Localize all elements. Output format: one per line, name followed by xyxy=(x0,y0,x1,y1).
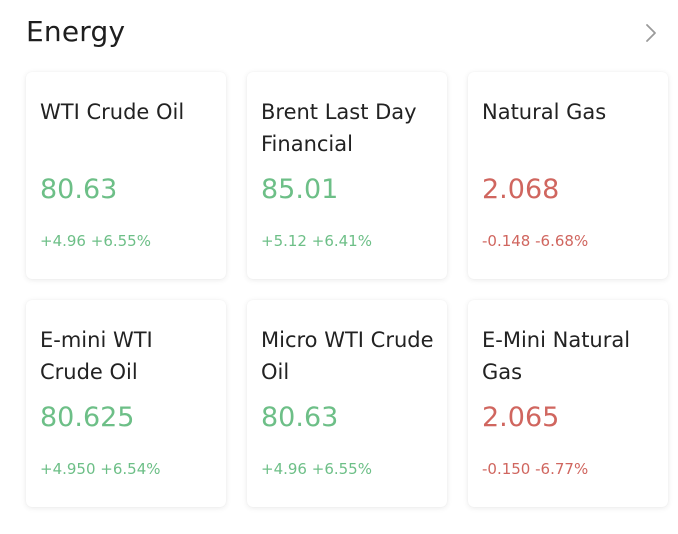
instrument-change: +4.950 +6.54% xyxy=(40,458,161,480)
instrument-change: +4.96 +6.55% xyxy=(261,458,372,480)
instrument-price: 80.63 xyxy=(40,174,118,205)
instrument-card-brent-last-day-financial[interactable]: Brent Last Day Financial 85.01 +5.12 +6.… xyxy=(247,72,447,279)
instrument-card-micro-wti-crude-oil[interactable]: Micro WTI Crude Oil 80.63 +4.96 +6.55% xyxy=(247,300,447,507)
section-header: Energy xyxy=(26,12,666,52)
see-more-button[interactable] xyxy=(640,20,662,46)
change-value: +4.950 xyxy=(40,460,96,478)
instrument-price: 85.01 xyxy=(261,174,339,205)
change-value: +4.96 xyxy=(40,232,86,250)
instrument-change: +5.12 +6.41% xyxy=(261,230,372,252)
change-percent: +6.55% xyxy=(311,460,372,478)
instrument-name: Brent Last Day Financial xyxy=(261,100,417,156)
instrument-name: Micro WTI Crude Oil xyxy=(261,328,434,384)
instrument-name: Natural Gas xyxy=(482,100,607,124)
instrument-price: 80.63 xyxy=(261,402,339,433)
section-title: Energy xyxy=(26,15,126,48)
instrument-card-e-mini-natural-gas[interactable]: E-Mini Natural Gas 2.065 -0.150 -6.77% xyxy=(468,300,668,507)
instrument-card-wti-crude-oil[interactable]: WTI Crude Oil 80.63 +4.96 +6.55% xyxy=(26,72,226,279)
change-percent: +6.55% xyxy=(90,232,151,250)
change-percent: -6.68% xyxy=(535,232,589,250)
instrument-name: E-Mini Natural Gas xyxy=(482,328,631,384)
change-percent: +6.54% xyxy=(100,460,161,478)
instrument-price: 2.065 xyxy=(482,402,560,433)
change-percent: +6.41% xyxy=(311,232,372,250)
instrument-name: E-mini WTI Crude Oil xyxy=(40,328,153,384)
instrument-price: 80.625 xyxy=(40,402,135,433)
change-value: -0.150 xyxy=(482,460,531,478)
instrument-grid: WTI Crude Oil 80.63 +4.96 +6.55% Brent L… xyxy=(26,72,668,507)
instrument-change: -0.148 -6.68% xyxy=(482,230,588,252)
instrument-name: WTI Crude Oil xyxy=(40,100,185,124)
instrument-card-e-mini-wti-crude-oil[interactable]: E-mini WTI Crude Oil 80.625 +4.950 +6.54… xyxy=(26,300,226,507)
chevron-right-icon xyxy=(646,24,656,42)
change-value: +4.96 xyxy=(261,460,307,478)
change-percent: -6.77% xyxy=(535,460,589,478)
change-value: +5.12 xyxy=(261,232,307,250)
instrument-change: +4.96 +6.55% xyxy=(40,230,151,252)
instrument-change: -0.150 -6.77% xyxy=(482,458,588,480)
instrument-card-natural-gas[interactable]: Natural Gas 2.068 -0.148 -6.68% xyxy=(468,72,668,279)
change-value: -0.148 xyxy=(482,232,531,250)
instrument-price: 2.068 xyxy=(482,174,560,205)
